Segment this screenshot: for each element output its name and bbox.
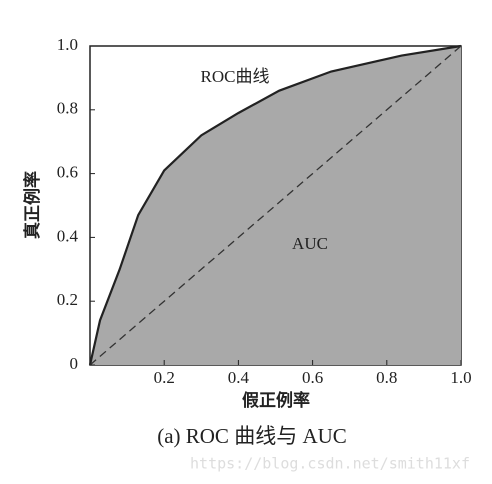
x-axis-label: 假正例率 — [242, 390, 310, 410]
y-tick-label: 1.0 — [57, 35, 78, 54]
x-tick-label: 0.8 — [376, 368, 397, 387]
caption: (a) ROC 曲线与 AUC — [157, 424, 347, 448]
watermark: https://blog.csdn.net/smith11xf — [190, 455, 470, 473]
area-label: AUC — [292, 234, 328, 253]
y-tick-label: 0.4 — [57, 226, 79, 245]
x-tick-label: 0.2 — [154, 368, 175, 387]
y-tick-label: 0 — [70, 354, 79, 373]
y-tick-label: 0.6 — [57, 163, 78, 182]
y-axis-label: 真正例率 — [22, 171, 42, 239]
curve-label: ROC曲线 — [201, 67, 270, 86]
x-tick-label: 1.0 — [450, 368, 471, 387]
y-tick-label: 0.8 — [57, 99, 78, 118]
x-tick-label: 0.6 — [302, 368, 323, 387]
diagonal — [89, 45, 462, 366]
y-tick-label: 0.2 — [57, 290, 78, 309]
roc-curve — [88, 44, 462, 366]
x-tick-label: 0.4 — [228, 368, 250, 387]
